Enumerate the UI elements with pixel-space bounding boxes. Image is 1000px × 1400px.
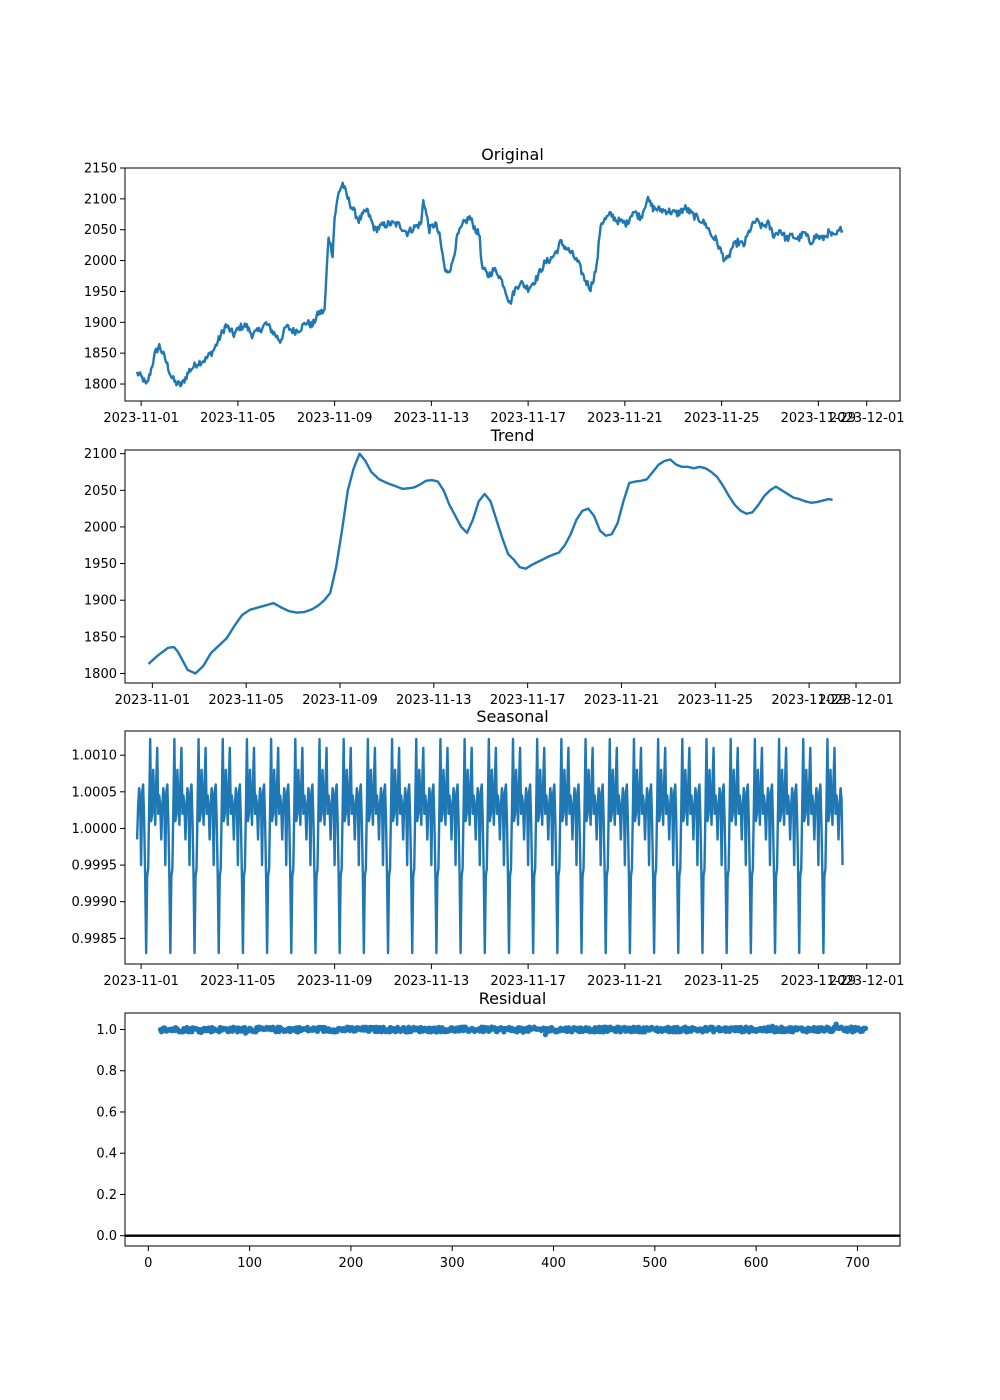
x-tick-label: 2023-11-01 xyxy=(115,693,191,708)
residual-point xyxy=(542,1032,549,1038)
plot-area xyxy=(135,181,844,388)
y-tick-label: 1950 xyxy=(84,557,117,572)
plot-area xyxy=(157,1021,869,1038)
x-tick-label: 0 xyxy=(144,1256,152,1271)
x-tick-label: 200 xyxy=(339,1256,364,1271)
x-tick-label: 2023-11-13 xyxy=(396,693,472,708)
y-tick-label: 2100 xyxy=(84,447,117,462)
y-tick-label: 2150 xyxy=(84,162,117,177)
y-tick-label: 2000 xyxy=(84,520,117,535)
axes-frame xyxy=(124,1012,901,1247)
x-tick-label: 100 xyxy=(237,1256,262,1271)
y-tick-label: 0.0 xyxy=(96,1229,117,1244)
x-tick-label: 2023-11-21 xyxy=(584,693,660,708)
x-tick-label: 2023-11-13 xyxy=(394,974,470,989)
x-tick-label: 2023-11-05 xyxy=(200,411,276,426)
y-tick-label: 2100 xyxy=(84,192,117,207)
y-tick-label: 1.0005 xyxy=(72,785,118,800)
y-tick-label: 0.8 xyxy=(96,1064,117,1079)
series-line xyxy=(147,452,833,675)
y-tick-label: 1850 xyxy=(84,630,117,645)
x-tick-label: 500 xyxy=(642,1256,667,1271)
y-tick-label: 1.0 xyxy=(96,1023,117,1038)
x-tick-label: 700 xyxy=(845,1256,870,1271)
x-tick-label: 2023-11-25 xyxy=(684,974,760,989)
y-tick-label: 1950 xyxy=(84,285,117,300)
x-tick-label: 2023-11-01 xyxy=(103,974,179,989)
x-tick-label: 2023-11-25 xyxy=(678,693,754,708)
residual-points xyxy=(157,1021,869,1038)
y-tick-label: 2050 xyxy=(84,484,117,499)
axes-frame xyxy=(124,449,901,684)
y-tick-label: 0.9995 xyxy=(72,859,118,874)
x-tick-label: 2023-11-25 xyxy=(684,411,760,426)
panel-title: Residual xyxy=(479,989,547,1008)
x-tick-label: 2023-11-09 xyxy=(297,411,373,426)
panel-title: Trend xyxy=(490,426,535,445)
x-tick-label: 2023-11-09 xyxy=(302,693,378,708)
x-tick-label: 2023-12-01 xyxy=(829,974,905,989)
panel-residual: Residual 0 100 200 300 400 500 600 700 0.0 0.2 0.4 0… xyxy=(96,989,901,1271)
y-tick-label: 1850 xyxy=(84,347,117,362)
x-tick-label: 2023-11-01 xyxy=(103,411,179,426)
plot-area xyxy=(135,737,844,955)
x-tick-label: 2023-11-05 xyxy=(200,974,276,989)
residual-point xyxy=(778,1024,785,1030)
panel-title: Seasonal xyxy=(476,707,548,726)
y-tick-label: 0.2 xyxy=(96,1188,117,1203)
x-tick-label: 2023-11-21 xyxy=(587,974,663,989)
x-tick-label: 2023-11-05 xyxy=(208,693,284,708)
x-tick-label: 2023-11-29 xyxy=(781,974,857,989)
y-tick-label: 1.0000 xyxy=(72,822,118,837)
x-tick-label: 2023-11-17 xyxy=(490,693,566,708)
residual-point xyxy=(862,1025,869,1031)
panel-original: Original 2023-11-01 2023-11-05 2023-11-09 20… xyxy=(84,145,905,426)
y-tick-label: 2000 xyxy=(84,254,117,269)
x-tick-label: 2023-11-21 xyxy=(587,411,663,426)
panel-trend: Trend 2023-11-01 2023-11-05 2023-11-09 2023-… xyxy=(84,426,901,708)
y-tick-label: 1800 xyxy=(84,378,117,393)
x-tick-label: 300 xyxy=(440,1256,465,1271)
y-tick-label: 1900 xyxy=(84,316,117,331)
y-tick-label: 1.0010 xyxy=(72,749,118,764)
x-tick-label: 2023-11-29 xyxy=(771,693,847,708)
series-line xyxy=(135,181,844,388)
axes-frame xyxy=(124,730,901,965)
x-tick-label: 2023-11-29 xyxy=(781,411,857,426)
x-tick-label: 600 xyxy=(744,1256,769,1271)
y-tick-label: 1900 xyxy=(84,594,117,609)
axes-frame xyxy=(124,167,901,402)
x-tick-label: 2023-11-13 xyxy=(394,411,470,426)
plot-area xyxy=(147,452,833,675)
panel-title: Original xyxy=(481,145,544,164)
y-tick-label: 0.9985 xyxy=(72,932,118,947)
y-tick-label: 0.9990 xyxy=(72,895,118,910)
series-line xyxy=(135,737,844,955)
y-tick-label: 0.4 xyxy=(96,1147,117,1162)
y-tick-label: 2050 xyxy=(84,223,117,238)
x-tick-label: 2023-12-01 xyxy=(829,411,905,426)
x-tick-label: 2023-12-01 xyxy=(818,693,894,708)
panel-seasonal: Seasonal 2023-11-01 2023-11-05 2023-11-09 20… xyxy=(72,707,905,989)
x-tick-label: 2023-11-17 xyxy=(490,974,566,989)
y-tick-label: 1800 xyxy=(84,667,117,682)
x-tick-label: 400 xyxy=(541,1256,566,1271)
y-tick-label: 0.6 xyxy=(96,1105,117,1120)
x-tick-label: 2023-11-17 xyxy=(490,411,566,426)
residual-point xyxy=(314,1028,321,1035)
x-tick-label: 2023-11-09 xyxy=(297,974,373,989)
